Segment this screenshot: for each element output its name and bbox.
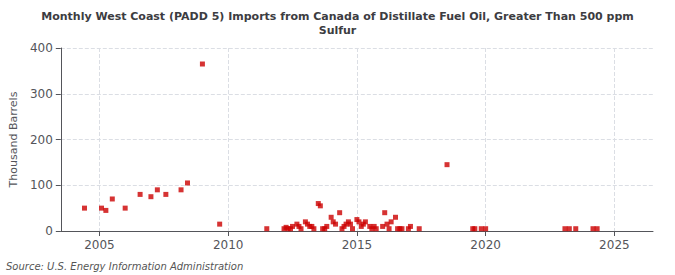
svg-text:200: 200 [30, 133, 53, 147]
svg-text:2025: 2025 [599, 238, 630, 252]
svg-text:300: 300 [30, 87, 53, 101]
svg-text:2010: 2010 [213, 238, 244, 252]
svg-text:0: 0 [45, 224, 53, 238]
svg-text:Source: U.S. Energy Informatio: Source: U.S. Energy Information Administ… [6, 261, 243, 272]
svg-text:Monthly West Coast (PADD 5) Im: Monthly West Coast (PADD 5) Imports from… [41, 10, 634, 23]
svg-text:Thousand Barrels: Thousand Barrels [7, 91, 20, 188]
svg-text:2020: 2020 [470, 238, 501, 252]
svg-text:2005: 2005 [84, 238, 115, 252]
svg-text:100: 100 [30, 178, 53, 192]
svg-text:2015: 2015 [342, 238, 373, 252]
svg-text:400: 400 [30, 41, 53, 55]
svg-text:Sulfur: Sulfur [319, 24, 357, 37]
